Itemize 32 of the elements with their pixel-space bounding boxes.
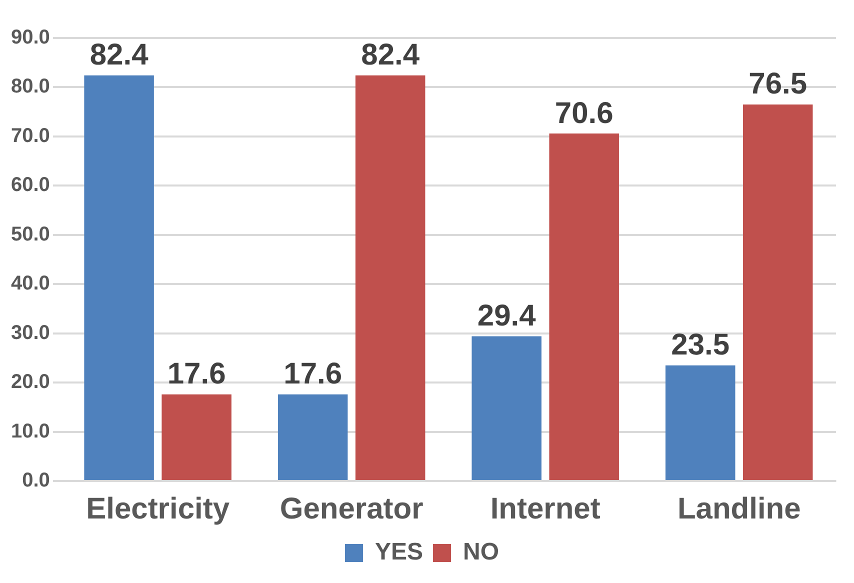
y-tick-label: 60.0 — [10, 174, 50, 196]
data-label: 70.6 — [554, 96, 614, 130]
x-tick-label: Landline — [677, 492, 801, 526]
bar — [549, 133, 619, 480]
data-label: 23.5 — [671, 328, 730, 362]
data-label: 29.4 — [477, 300, 536, 333]
data-label: 17.6 — [167, 358, 226, 391]
x-tick-label: Electricity — [86, 492, 230, 526]
x-tick-label: Internet — [490, 492, 600, 526]
legend-label: YES — [374, 538, 424, 566]
bar — [84, 75, 154, 480]
x-tick-label: Generator — [280, 492, 424, 526]
data-label: 17.6 — [284, 358, 342, 391]
bar — [278, 394, 348, 480]
y-tick-label: 10.0 — [10, 420, 50, 442]
y-tick-label: 30.0 — [10, 322, 50, 344]
bar — [355, 75, 426, 480]
data-label: 82.4 — [361, 38, 420, 72]
data-label: 76.5 — [748, 68, 808, 101]
y-tick-label: 90.0 — [10, 26, 50, 49]
y-tick-label: 40.0 — [10, 272, 50, 295]
y-tick-label: 20.0 — [10, 371, 50, 394]
bar — [472, 336, 542, 480]
bar — [665, 365, 736, 480]
y-tick-label: 80.0 — [10, 76, 50, 98]
bar — [162, 394, 232, 480]
y-tick-label: 0.0 — [22, 470, 50, 492]
y-tick-label: 50.0 — [10, 223, 50, 246]
bar — [742, 104, 813, 480]
data-label: 82.4 — [90, 38, 149, 72]
legend-label: NO — [463, 538, 500, 566]
y-tick-label: 70.0 — [10, 124, 50, 147]
